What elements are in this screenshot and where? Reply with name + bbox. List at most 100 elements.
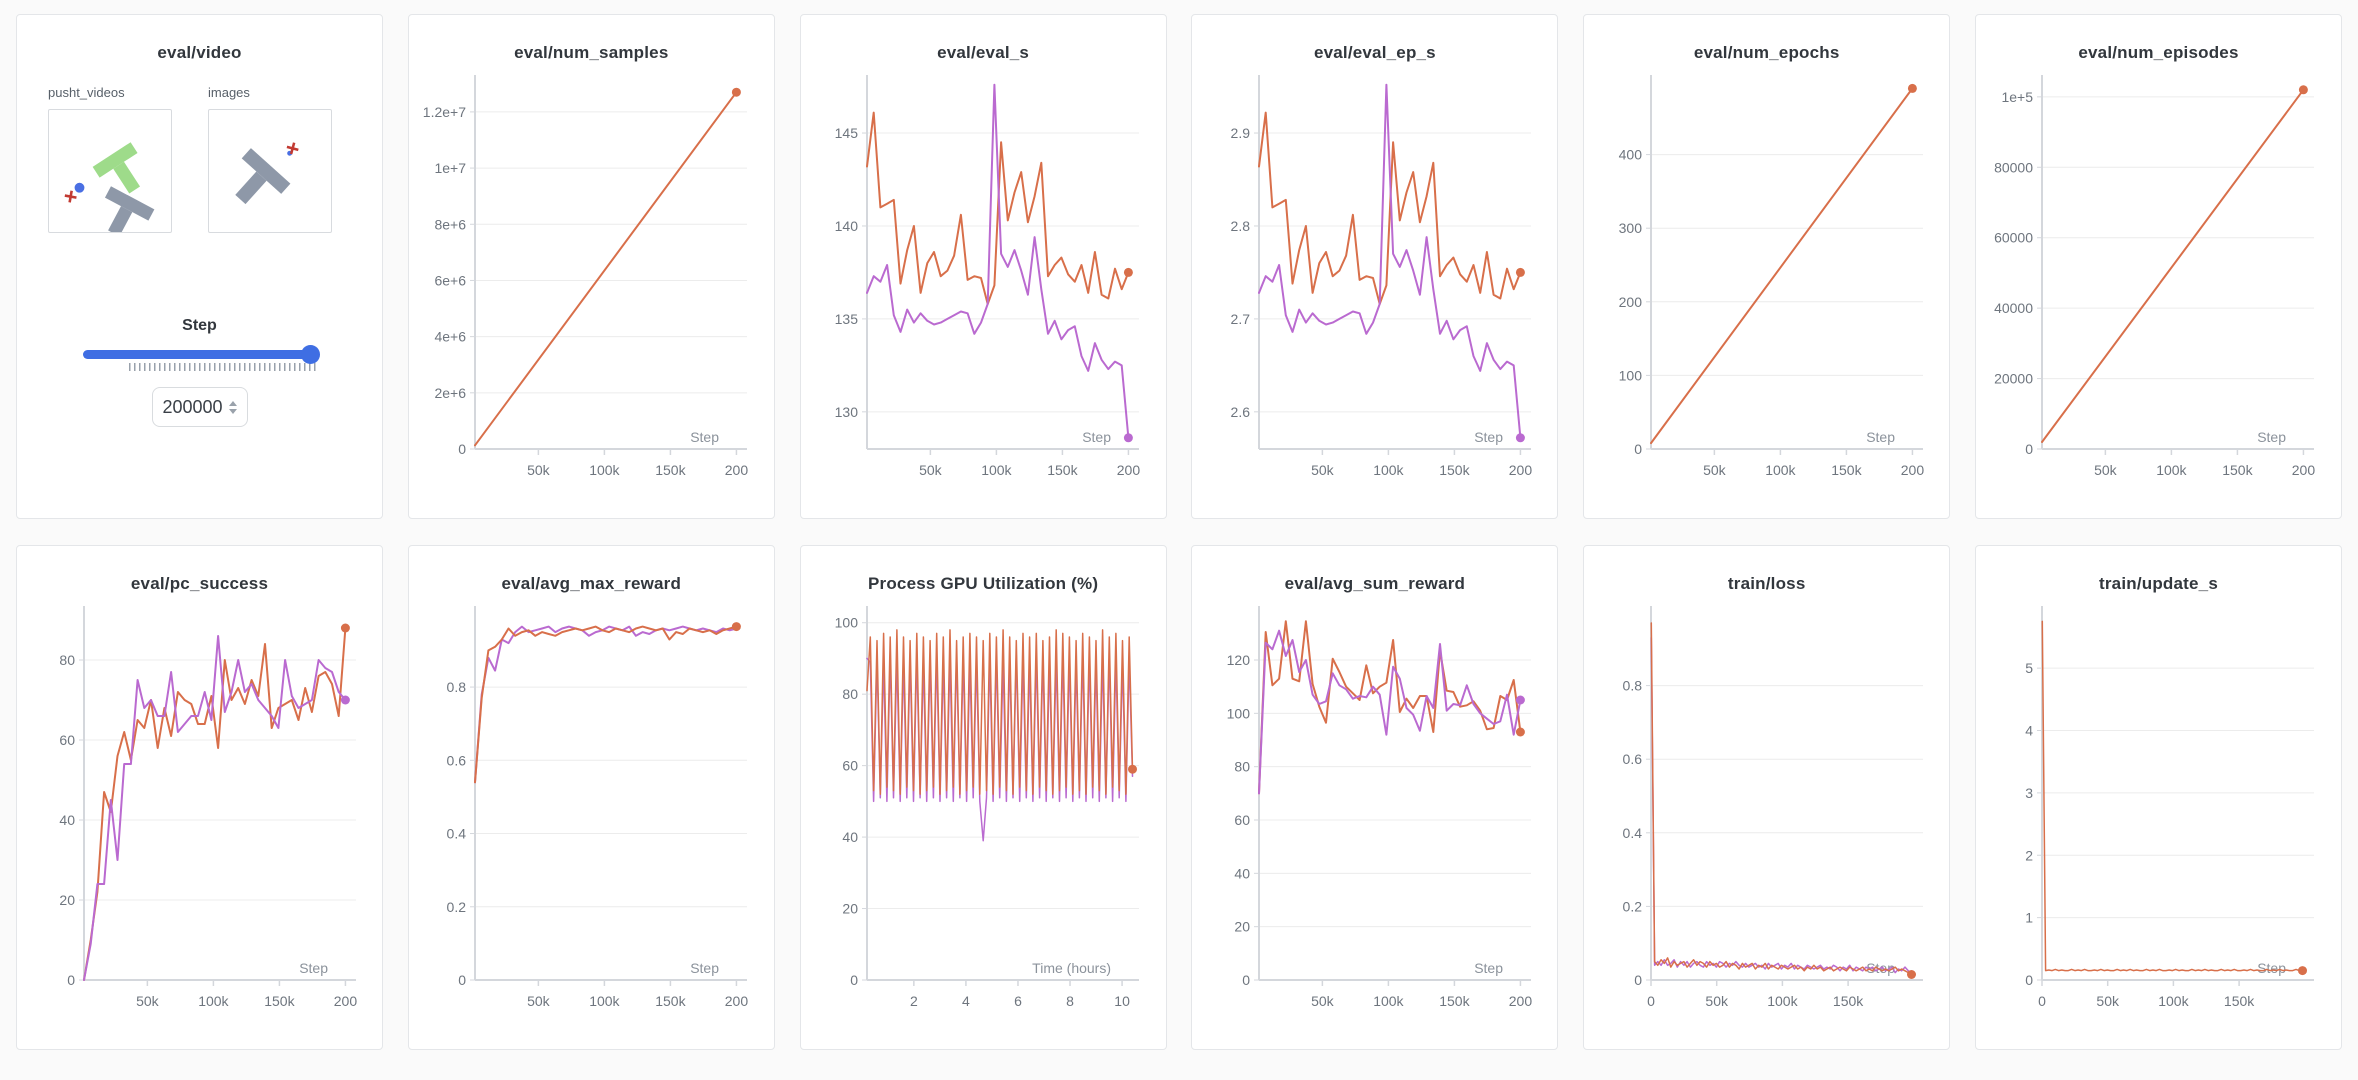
svg-text:20: 20 xyxy=(59,892,75,908)
svg-text:200: 200 xyxy=(725,993,749,1009)
svg-text:0: 0 xyxy=(1242,972,1250,988)
line-chart[interactable]: 0 1 2 3 4 5 0 50k 100k 150k Step xyxy=(1988,600,2328,1030)
svg-text:150k: 150k xyxy=(1831,462,1862,478)
svg-text:150k: 150k xyxy=(2223,462,2254,478)
svg-text:100: 100 xyxy=(835,615,859,631)
chart-title: eval/eval_s xyxy=(937,43,1030,62)
svg-text:0: 0 xyxy=(2039,993,2047,1009)
spinner-down-icon[interactable] xyxy=(228,408,237,414)
svg-text:0: 0 xyxy=(2026,441,2034,457)
svg-text:2: 2 xyxy=(910,993,918,1009)
svg-text:100: 100 xyxy=(1618,367,1642,383)
svg-text:135: 135 xyxy=(835,311,859,327)
svg-text:80000: 80000 xyxy=(1995,159,2034,175)
images-thumbnail[interactable] xyxy=(208,109,332,233)
agent-dot xyxy=(74,182,85,193)
media-row: pusht_videos image xyxy=(17,85,382,233)
panel-eval-num-epochs: eval/num_epochs 0 100 200 300 400 50k 100k 150k… xyxy=(1583,14,1951,519)
spinner-up-icon[interactable] xyxy=(228,400,237,406)
svg-text:200: 200 xyxy=(2292,462,2316,478)
svg-text:2.9: 2.9 xyxy=(1230,125,1250,141)
line-chart[interactable]: 0 0.2 0.4 0.6 0.8 50k 100k 150k 200 Step xyxy=(421,600,761,1030)
step-value[interactable]: 200000 xyxy=(162,396,223,417)
svg-text:Step: Step xyxy=(1474,429,1503,445)
svg-text:0: 0 xyxy=(459,441,467,457)
line-chart[interactable]: 0 20 40 60 80 100 2 4 6 8 10 Time (hours) xyxy=(813,600,1153,1030)
panel-eval-eval-s: eval/eval_s 130 135 140 145 50k 100k 150k 200 St… xyxy=(799,14,1167,519)
line-chart[interactable]: 0 100 200 300 400 50k 100k 150k 200 Step xyxy=(1597,69,1937,499)
gray-t-shape xyxy=(235,148,291,205)
step-label: Step xyxy=(182,317,217,334)
spinner xyxy=(228,400,237,414)
svg-text:1e+5: 1e+5 xyxy=(2002,89,2034,105)
svg-text:80: 80 xyxy=(1234,759,1250,775)
chart-title: eval/avg_max_reward xyxy=(501,574,682,593)
svg-text:20000: 20000 xyxy=(1995,371,2034,387)
svg-text:6e+6: 6e+6 xyxy=(435,272,467,288)
svg-text:8e+6: 8e+6 xyxy=(435,216,467,232)
step-number-input[interactable]: 200000 xyxy=(151,387,248,427)
gray-t-shape xyxy=(104,186,155,232)
svg-text:2.8: 2.8 xyxy=(1230,218,1250,234)
svg-text:50k: 50k xyxy=(136,993,160,1009)
svg-text:Time (hours): Time (hours) xyxy=(1032,960,1111,976)
svg-text:40: 40 xyxy=(1234,865,1250,881)
svg-text:Step: Step xyxy=(2258,960,2287,976)
svg-text:100k: 100k xyxy=(1373,462,1404,478)
chart-title: eval/avg_sum_reward xyxy=(1284,574,1466,593)
media-label: pusht_videos xyxy=(48,85,125,100)
svg-text:200: 200 xyxy=(1509,993,1533,1009)
svg-text:1e+7: 1e+7 xyxy=(435,160,467,176)
svg-text:1.2e+7: 1.2e+7 xyxy=(423,104,466,120)
svg-text:4: 4 xyxy=(2026,723,2034,739)
svg-text:40000: 40000 xyxy=(1995,300,2034,316)
chart-title: eval/eval_ep_s xyxy=(1313,43,1436,62)
svg-text:Step: Step xyxy=(690,960,719,976)
panel-title: eval/video xyxy=(157,43,242,62)
svg-text:50k: 50k xyxy=(527,462,551,478)
svg-text:150k: 150k xyxy=(656,993,687,1009)
svg-text:6: 6 xyxy=(1014,993,1022,1009)
svg-text:100k: 100k xyxy=(198,993,229,1009)
svg-text:100: 100 xyxy=(1227,705,1251,721)
line-chart[interactable]: 0 20 40 60 80 100 120 50k 100k 150k 200 Step xyxy=(1205,600,1545,1030)
panel-eval-eval-ep-s: eval/eval_ep_s 2.6 2.7 2.8 2.9 50k 100k 150k 20… xyxy=(1191,14,1559,519)
chart-title: eval/num_epochs xyxy=(1693,43,1840,62)
svg-text:50k: 50k xyxy=(919,462,943,478)
svg-text:Step: Step xyxy=(2258,429,2287,445)
line-chart[interactable]: 0 20000 40000 60000 80000 1e+5 50k 100k 150k 200 S… xyxy=(1988,69,2328,499)
chart-title: train/update_s xyxy=(2098,574,2218,593)
pusht-video-thumbnail[interactable] xyxy=(48,109,172,233)
green-t-shape xyxy=(92,142,141,194)
panel-row-1: eval/video pusht_videos xyxy=(0,14,2358,519)
svg-text:0: 0 xyxy=(1634,441,1642,457)
svg-text:140: 140 xyxy=(835,218,859,234)
svg-text:0: 0 xyxy=(67,972,75,988)
svg-text:10: 10 xyxy=(1114,993,1130,1009)
svg-text:100k: 100k xyxy=(1767,993,1798,1009)
step-slider[interactable] xyxy=(82,345,320,371)
line-chart[interactable]: 0 2e+6 4e+6 6e+6 8e+6 1e+7 1.2e+7 50k 100k 150k 20… xyxy=(421,69,761,499)
line-chart[interactable]: 130 135 140 145 50k 100k 150k 200 Step xyxy=(813,69,1153,499)
svg-text:8: 8 xyxy=(1066,993,1074,1009)
chart-title: train/loss xyxy=(1727,574,1806,593)
line-chart[interactable]: 0 20 40 60 80 50k 100k 150k 200 Step xyxy=(30,600,370,1030)
slider-track[interactable] xyxy=(82,345,320,364)
panel-eval-num-samples: eval/num_samples 0 2e+6 4e+6 6e+6 8e+6 1e+7 1.… xyxy=(407,14,775,519)
slider-knob[interactable] xyxy=(300,345,320,364)
svg-text:50k: 50k xyxy=(527,993,551,1009)
svg-text:100k: 100k xyxy=(1765,462,1796,478)
svg-text:0.4: 0.4 xyxy=(447,826,467,842)
svg-text:300: 300 xyxy=(1618,220,1642,236)
svg-text:200: 200 xyxy=(1509,462,1533,478)
line-chart[interactable]: 2.6 2.7 2.8 2.9 50k 100k 150k 200 Step xyxy=(1205,69,1545,499)
svg-text:80: 80 xyxy=(59,652,75,668)
chart-title: Process GPU Utilization (%) xyxy=(867,574,1099,593)
svg-text:0.6: 0.6 xyxy=(1622,751,1642,767)
panel-train-update-s: train/update_s 0 1 2 3 4 5 0 50k 100k 150k Step xyxy=(1974,545,2342,1050)
svg-text:0: 0 xyxy=(459,972,467,988)
svg-text:3: 3 xyxy=(2026,785,2034,801)
target-cross-icon xyxy=(64,190,77,203)
panel-eval-pc-success: eval/pc_success 0 20 40 60 80 50k 100k 150k 200 S… xyxy=(16,545,383,1050)
